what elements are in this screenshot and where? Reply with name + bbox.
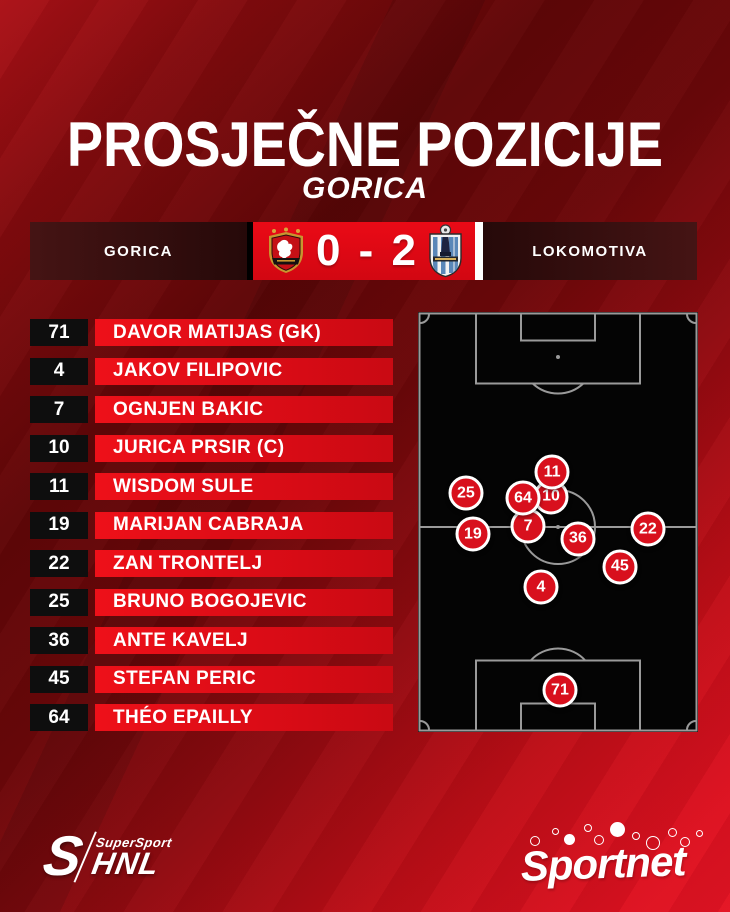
player-name: ANTE KAVELJ — [95, 627, 393, 654]
position-marker: 22 — [630, 511, 666, 547]
player-number: 45 — [30, 665, 88, 693]
supersport-shnl-logo: S SuperSport HNL — [39, 824, 174, 887]
position-marker: 19 — [455, 516, 491, 552]
player-row: 19 MARIJAN CABRAJA — [30, 511, 395, 539]
player-row: 36 ANTE KAVELJ — [30, 627, 395, 654]
player-number: 19 — [30, 511, 88, 539]
player-name: DAVOR MATIJAS (GK) — [95, 319, 393, 346]
player-row: 45 STEFAN PERIC — [30, 665, 395, 693]
position-marker: 45 — [602, 549, 638, 585]
pitch: 71 4 19 22 25 36 45 10 7 11 64 — [418, 312, 698, 732]
player-name: OGNJEN BAKIC — [95, 396, 393, 423]
position-marker: 64 — [505, 480, 541, 516]
player-name: JAKOV FILIPOVIC — [95, 357, 393, 385]
shnl-text-block: SuperSport HNL — [89, 833, 174, 881]
player-name: ZAN TRONTELJ — [95, 550, 393, 577]
decorative-balls-icon — [528, 822, 708, 850]
player-number: 10 — [30, 434, 88, 462]
player-number: 11 — [30, 473, 88, 500]
player-row: 64 THÉO EPAILLY — [30, 704, 395, 731]
home-team-name: GORICA — [104, 242, 173, 260]
player-row: 71 DAVOR MATIJAS (GK) — [30, 319, 395, 346]
position-marker: 71 — [542, 672, 578, 708]
player-number: 25 — [30, 588, 88, 616]
player-name: JURICA PRSIR (C) — [95, 434, 393, 462]
sportnet-wordmark: Sportnet — [519, 837, 687, 890]
position-marker: 4 — [523, 569, 559, 605]
player-name: WISDOM SULE — [95, 473, 393, 500]
player-row: 4 JAKOV FILIPOVIC — [30, 357, 395, 385]
player-row: 10 JURICA PRSIR (C) — [30, 434, 395, 462]
position-marker: 25 — [448, 475, 484, 511]
lokomotiva-crest-icon — [429, 224, 462, 278]
player-name: MARIJAN CABRAJA — [95, 511, 393, 539]
average-position-markers: 71 4 19 22 25 36 45 10 7 11 64 — [418, 312, 698, 732]
player-list: 71 DAVOR MATIJAS (GK) 4 JAKOV FILIPOVIC 7 OGN… — [30, 319, 395, 743]
sportnet-logo: Sportnet — [498, 822, 708, 890]
page-subtitle: GORICA — [302, 172, 428, 205]
home-team-panel: GORICA — [30, 222, 247, 280]
score-bar: GORICA 0 - 2 — [30, 222, 697, 280]
player-row: 22 ZAN TRONTELJ — [30, 550, 395, 577]
player-number: 4 — [30, 357, 88, 385]
player-row: 7 OGNJEN BAKIC — [30, 396, 395, 423]
player-number: 71 — [30, 319, 88, 346]
score-bar-black-divider — [247, 222, 253, 280]
player-name: THÉO EPAILLY — [95, 704, 393, 731]
player-name: STEFAN PERIC — [95, 665, 393, 693]
page-title: PROSJEČNE POZICIJE — [66, 110, 664, 180]
score-panel: 0 - 2 — [253, 222, 475, 280]
player-number: 22 — [30, 550, 88, 577]
gorica-crest-icon — [269, 227, 303, 273]
player-row: 11 WISDOM SULE — [30, 473, 395, 500]
score-value: 0 - 2 — [315, 226, 420, 275]
away-team-name: LOKOMOTIVA — [532, 242, 648, 260]
position-marker: 36 — [560, 521, 596, 557]
player-number: 7 — [30, 396, 88, 423]
score-bar-white-divider — [475, 222, 483, 280]
away-team-panel: LOKOMOTIVA — [483, 222, 697, 280]
player-row: 25 BRUNO BOGOJEVIC — [30, 588, 395, 616]
player-number: 64 — [30, 704, 88, 731]
hnl-label: HNL — [89, 846, 163, 881]
player-number: 36 — [30, 627, 88, 654]
player-name: BRUNO BOGOJEVIC — [95, 588, 393, 616]
position-marker: 11 — [534, 454, 570, 490]
pitch-lines — [418, 312, 698, 732]
